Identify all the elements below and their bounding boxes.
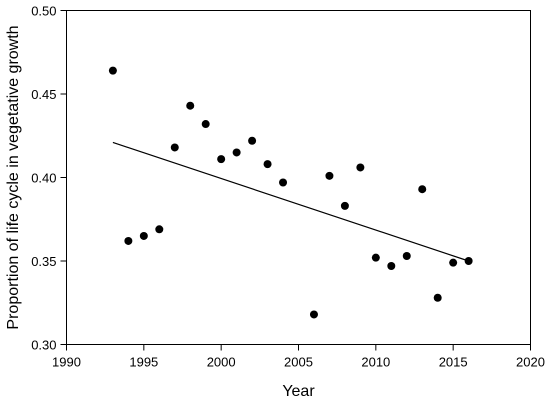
trendline <box>112 141 469 262</box>
y-tick-label: 0.50 <box>31 4 56 19</box>
data-point <box>248 136 257 145</box>
data-point <box>402 251 411 260</box>
data-point <box>232 148 241 157</box>
data-point <box>340 201 349 210</box>
data-point <box>186 101 195 110</box>
data-point <box>155 225 164 234</box>
y-axis-title: Proportion of life cycle in vegetative g… <box>5 25 22 329</box>
x-axis: 1990 1995 2000 2005 2010 2015 2020 <box>52 344 545 370</box>
x-axis-title: Year <box>282 383 315 400</box>
y-tick-label: 0.30 <box>31 338 56 353</box>
data-point <box>433 293 442 302</box>
y-tick-label: 0.45 <box>31 87 56 102</box>
data-point <box>325 171 334 180</box>
data-point <box>387 262 396 271</box>
data-point <box>279 178 288 187</box>
data-point <box>124 236 133 245</box>
data-point <box>418 185 427 194</box>
y-axis: 0.30 0.35 0.40 0.45 0.50 <box>31 4 67 353</box>
x-tick-label: 2005 <box>284 355 313 370</box>
data-point <box>217 155 226 164</box>
data-point <box>170 143 179 152</box>
x-tick-label: 1995 <box>129 355 158 370</box>
x-tick-label: 2010 <box>361 355 390 370</box>
data-point <box>356 163 365 172</box>
x-tick-label: 2015 <box>439 355 468 370</box>
y-tick-label: 0.40 <box>31 171 56 186</box>
data-point <box>263 160 272 169</box>
data-point <box>309 310 318 319</box>
data-point <box>371 253 380 262</box>
x-tick-label: 2000 <box>207 355 236 370</box>
x-tick-label: 2020 <box>516 355 545 370</box>
data-point <box>201 120 210 129</box>
y-tick-label: 0.35 <box>31 254 56 269</box>
data-point <box>139 231 148 240</box>
plot-area <box>66 10 531 345</box>
data-point <box>108 66 117 75</box>
data-point <box>464 257 473 265</box>
trendline-group <box>112 141 469 262</box>
data-points <box>108 66 473 319</box>
data-point <box>449 258 458 267</box>
plot-border <box>66 10 531 345</box>
x-tick-label: 1990 <box>52 355 81 370</box>
